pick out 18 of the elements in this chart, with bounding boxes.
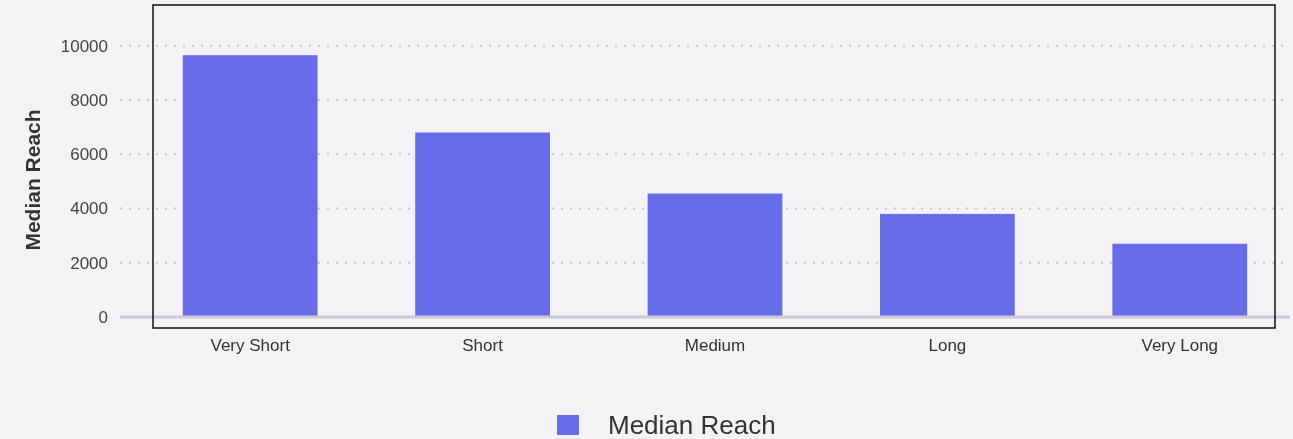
x-tick-label: Very Long (1141, 336, 1219, 355)
y-tick-label: 0 (98, 307, 108, 327)
bar (1112, 243, 1248, 317)
y-tick-label: 4000 (70, 199, 108, 219)
x-tick-label: Long (928, 336, 967, 355)
x-tick-label: Medium (684, 336, 746, 355)
legend-label: Median Reach (608, 410, 776, 439)
bar (415, 132, 550, 317)
y-tick-label: 8000 (70, 90, 108, 110)
y-tick-label: 6000 (70, 145, 108, 165)
x-tick-label: Very Short (210, 336, 291, 355)
bar (647, 193, 783, 317)
bar (880, 213, 1015, 317)
x-tick-label: Short (462, 336, 504, 355)
y-tick-label: 2000 (70, 253, 108, 273)
y-tick-label: 10000 (60, 36, 108, 56)
y-axis-title: Median Reach (21, 109, 44, 251)
bar (182, 55, 318, 317)
